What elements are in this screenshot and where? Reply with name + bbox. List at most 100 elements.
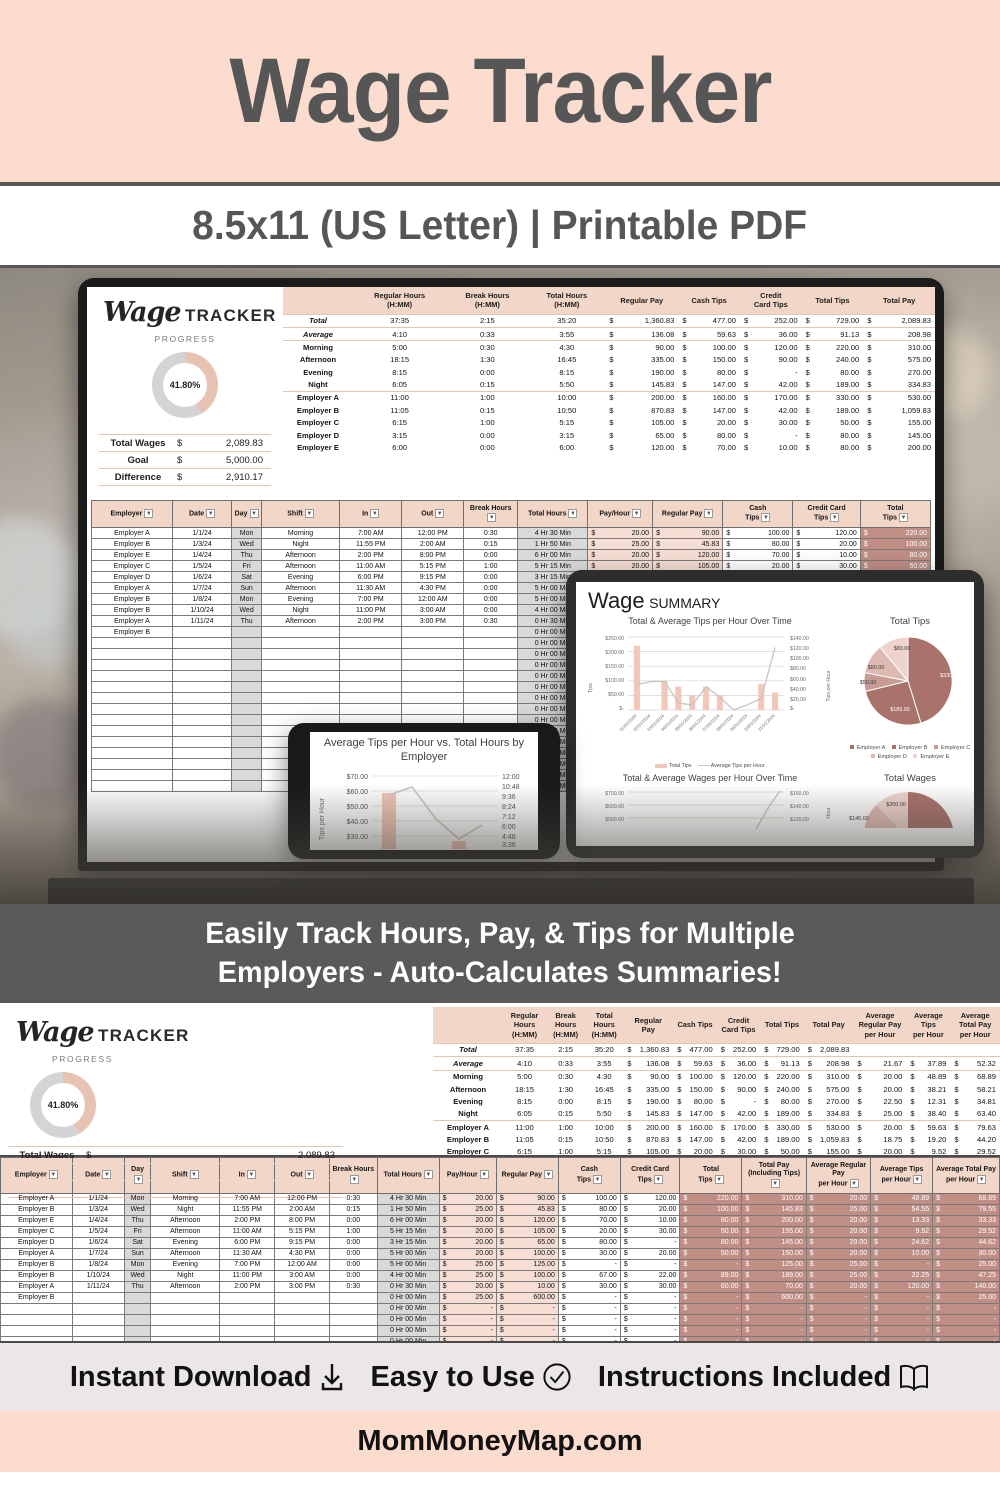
filter-dropdown-icon[interactable]: ▼: [249, 509, 259, 519]
detail-header-day[interactable]: Day▼: [231, 499, 262, 529]
detail-header-rate[interactable]: Pay/Hour ▼: [587, 499, 654, 529]
detail-header-avgreg[interactable]: Average Regular Pay per Hour ▼: [805, 1157, 872, 1194]
detail-row[interactable]: Employer E 1/4/24 Thu Afternoon 2:00 PM 8:00 …: [91, 549, 932, 562]
summary-cell: 6:00: [392, 442, 408, 452]
detail-header-out[interactable]: Out ▼: [274, 1157, 330, 1194]
filter-dropdown-icon[interactable]: ▼: [423, 1170, 433, 1180]
detail-row[interactable]: Employer A 1/1/24 Mon Morning 7:00 AM 12:00 P…: [0, 1192, 1000, 1205]
filter-dropdown-icon[interactable]: ▼: [144, 509, 154, 519]
filter-dropdown-icon[interactable]: ▼: [134, 1174, 144, 1184]
summary-row: Morning 5:00 0:30 4:30 $90.00 $100.00 $120.00 $…: [283, 340, 935, 354]
filter-dropdown-icon[interactable]: ▼: [568, 509, 578, 519]
detail-header-cc[interactable]: Credit Card Tips ▼: [619, 1157, 681, 1194]
filter-dropdown-icon[interactable]: ▼: [592, 1174, 602, 1184]
detail-header-reg[interactable]: Regular Pay ▼: [652, 499, 724, 529]
detail-header-cash[interactable]: Cash Tips ▼: [557, 1157, 621, 1194]
filter-dropdown-icon[interactable]: ▼: [761, 513, 771, 523]
detail-header-tips[interactable]: Total Tips ▼: [859, 499, 932, 529]
detail-row[interactable]: 0 Hr 00 Min $ - $ - $ - $ - $ - $ - $ - $ - $ -: [0, 1324, 1000, 1337]
detail-header-tot[interactable]: Total Hours ▼: [517, 499, 589, 529]
detail-row[interactable]: Employer B 1/10/24 Wed Night 11:00 PM 3:00 AM…: [0, 1269, 1000, 1282]
summary-currency: $: [605, 390, 618, 405]
detail-row[interactable]: Employer A 1/11/24 Thu Afternoon 2:00 PM 3:00…: [0, 1280, 1000, 1293]
summary-cell: 4:10: [353, 326, 447, 341]
filter-dropdown-icon[interactable]: ▼: [304, 509, 314, 519]
detail-header-date[interactable]: Date ▼: [71, 1157, 125, 1194]
detail-header-in[interactable]: In ▼: [219, 1157, 276, 1194]
filter-dropdown-icon[interactable]: ▼: [714, 1174, 724, 1184]
filter-dropdown-icon[interactable]: ▼: [435, 509, 445, 519]
filter-dropdown-icon[interactable]: ▼: [830, 513, 840, 523]
filter-dropdown-icon[interactable]: ▼: [246, 1170, 256, 1180]
detail-row[interactable]: Employer B 1/3/24 Wed Night 11:55 PM 2:00 AM 0…: [0, 1203, 1000, 1216]
filter-dropdown-icon[interactable]: ▼: [206, 509, 216, 519]
detail-cell-reg: $120.00: [495, 1214, 559, 1227]
detail-header-shift[interactable]: Shift ▼: [150, 1157, 221, 1194]
detail-row[interactable]: Employer B 1/8/24 Mon Evening 7:00 PM 12:00 A…: [0, 1258, 1000, 1271]
phone-chart-view[interactable]: Average Tips per Hour vs. Total Hours by…: [310, 732, 538, 850]
detail-header-brk[interactable]: Break Hours▼: [328, 1157, 378, 1194]
detail-cell-brk: 0:00: [463, 549, 519, 562]
filter-dropdown-icon[interactable]: ▼: [653, 1174, 663, 1184]
detail-cell-shift: Night: [150, 1269, 221, 1282]
filter-dropdown-icon[interactable]: ▼: [849, 1178, 859, 1188]
filter-dropdown-icon[interactable]: ▼: [899, 513, 909, 523]
filter-dropdown-icon[interactable]: ▼: [487, 513, 497, 523]
detail-row[interactable]: 0 Hr 00 Min $ - $ - $ - $ - $ - $ - $ - $ - $ -: [0, 1302, 1000, 1315]
detail-row[interactable]: Employer C 1/5/24 Fri Afternoon 11:00 AM 5:15…: [0, 1225, 1000, 1238]
filter-dropdown-icon[interactable]: ▼: [912, 1174, 922, 1184]
filter-dropdown-icon[interactable]: ▼: [48, 1170, 58, 1180]
detail-header-cash[interactable]: Cash Tips ▼: [722, 499, 794, 529]
detail-header-date[interactable]: Date ▼: [171, 499, 233, 529]
detail-header-employer[interactable]: Employer ▼: [0, 1157, 73, 1194]
filter-dropdown-icon[interactable]: ▼: [977, 1174, 987, 1184]
detail-cell-tips: $50.00: [679, 1225, 743, 1238]
filter-dropdown-icon[interactable]: ▼: [102, 1170, 112, 1180]
detail-header-avgtot[interactable]: Average Total Pay per Hour ▼: [932, 1157, 1000, 1194]
detail-header-tips[interactable]: Total Tips ▼: [679, 1157, 743, 1194]
detail-header-totpay[interactable]: Total Pay (Including Tips)▼: [741, 1157, 807, 1194]
detail-header-brk[interactable]: Break Hours▼: [463, 499, 519, 529]
detail-header-reg[interactable]: Regular Pay ▼: [495, 1157, 559, 1194]
filter-dropdown-icon[interactable]: ▼: [544, 1170, 554, 1180]
summary-cell: 59.63: [690, 326, 740, 341]
filter-dropdown-icon[interactable]: ▼: [770, 1178, 780, 1188]
filter-dropdown-icon[interactable]: ▼: [704, 509, 714, 519]
filter-dropdown-icon[interactable]: ▼: [632, 509, 642, 519]
detail-cell-rate: $20.00: [438, 1247, 497, 1260]
detail-cell-rate: $25.00: [438, 1269, 497, 1282]
flat-detail-table-wrap[interactable]: Employer ▼ Date ▼ Day▼ Shift ▼ In ▼ Out ▼ Break Hou…: [0, 1155, 1000, 1341]
detail-row[interactable]: Employer A 1/1/24 Mon Morning 7:00 AM 12:00 P…: [91, 527, 932, 540]
detail-cell-date: [71, 1335, 125, 1341]
detail-cell-tips: $100.00: [859, 538, 932, 551]
detail-header-employer[interactable]: Employer ▼: [91, 499, 173, 529]
detail-cell-brk: 1:00: [463, 560, 519, 573]
detail-row[interactable]: Employer B 1/3/24 Wed Night 11:55 PM 2:00 AM 0…: [91, 538, 932, 551]
detail-cell-shift: [150, 1291, 221, 1304]
detail-header-in[interactable]: In ▼: [339, 499, 403, 529]
detail-header-day[interactable]: Day▼: [123, 1157, 152, 1194]
detail-header-tot[interactable]: Total Hours ▼: [376, 1157, 440, 1194]
summary-cell: 120.00: [651, 442, 675, 452]
filter-dropdown-icon[interactable]: ▼: [304, 1170, 314, 1180]
detail-header-shift[interactable]: Shift ▼: [260, 499, 341, 529]
filter-dropdown-icon[interactable]: ▼: [479, 1170, 489, 1180]
detail-header-rate[interactable]: Pay/Hour ▼: [438, 1157, 497, 1194]
summary-currency: $: [677, 1135, 682, 1145]
detail-row[interactable]: 0 Hr 00 Min $ - $ - $ - $ - $ - $ - $ - $ - $ -: [0, 1313, 1000, 1326]
spreadsheet-summary-tab[interactable]: Wage SUMMARY Total & Average Tips per Ho…: [576, 582, 974, 846]
detail-row[interactable]: Employer A 1/7/24 Sun Afternoon 11:30 AM 4:30…: [0, 1247, 1000, 1260]
site-url[interactable]: MomMoneyMap.com: [357, 1425, 643, 1457]
detail-header-avgtips[interactable]: Average Tips per Hour ▼: [870, 1157, 934, 1194]
detail-cell-rate: $20.00: [438, 1192, 497, 1205]
detail-row[interactable]: Employer E 1/4/24 Thu Afternoon 2:00 PM 8:00 …: [0, 1214, 1000, 1227]
flat-spreadsheet-preview[interactable]: Wage TRACKER PROGRESS 41.80% Total Wages…: [0, 1003, 1000, 1343]
filter-dropdown-icon[interactable]: ▼: [370, 509, 380, 519]
detail-header-out[interactable]: Out ▼: [401, 499, 465, 529]
detail-row[interactable]: 0 Hr 00 Min $ - $ - $ - $ - $ - $ - $ - $ - $ -: [0, 1335, 1000, 1341]
filter-dropdown-icon[interactable]: ▼: [349, 1174, 359, 1184]
detail-header-cc[interactable]: Credit Card Tips ▼: [792, 499, 861, 529]
filter-dropdown-icon[interactable]: ▼: [189, 1170, 199, 1180]
detail-row[interactable]: Employer D 1/6/24 Sat Evening 6:00 PM 9:15 PM…: [0, 1236, 1000, 1249]
